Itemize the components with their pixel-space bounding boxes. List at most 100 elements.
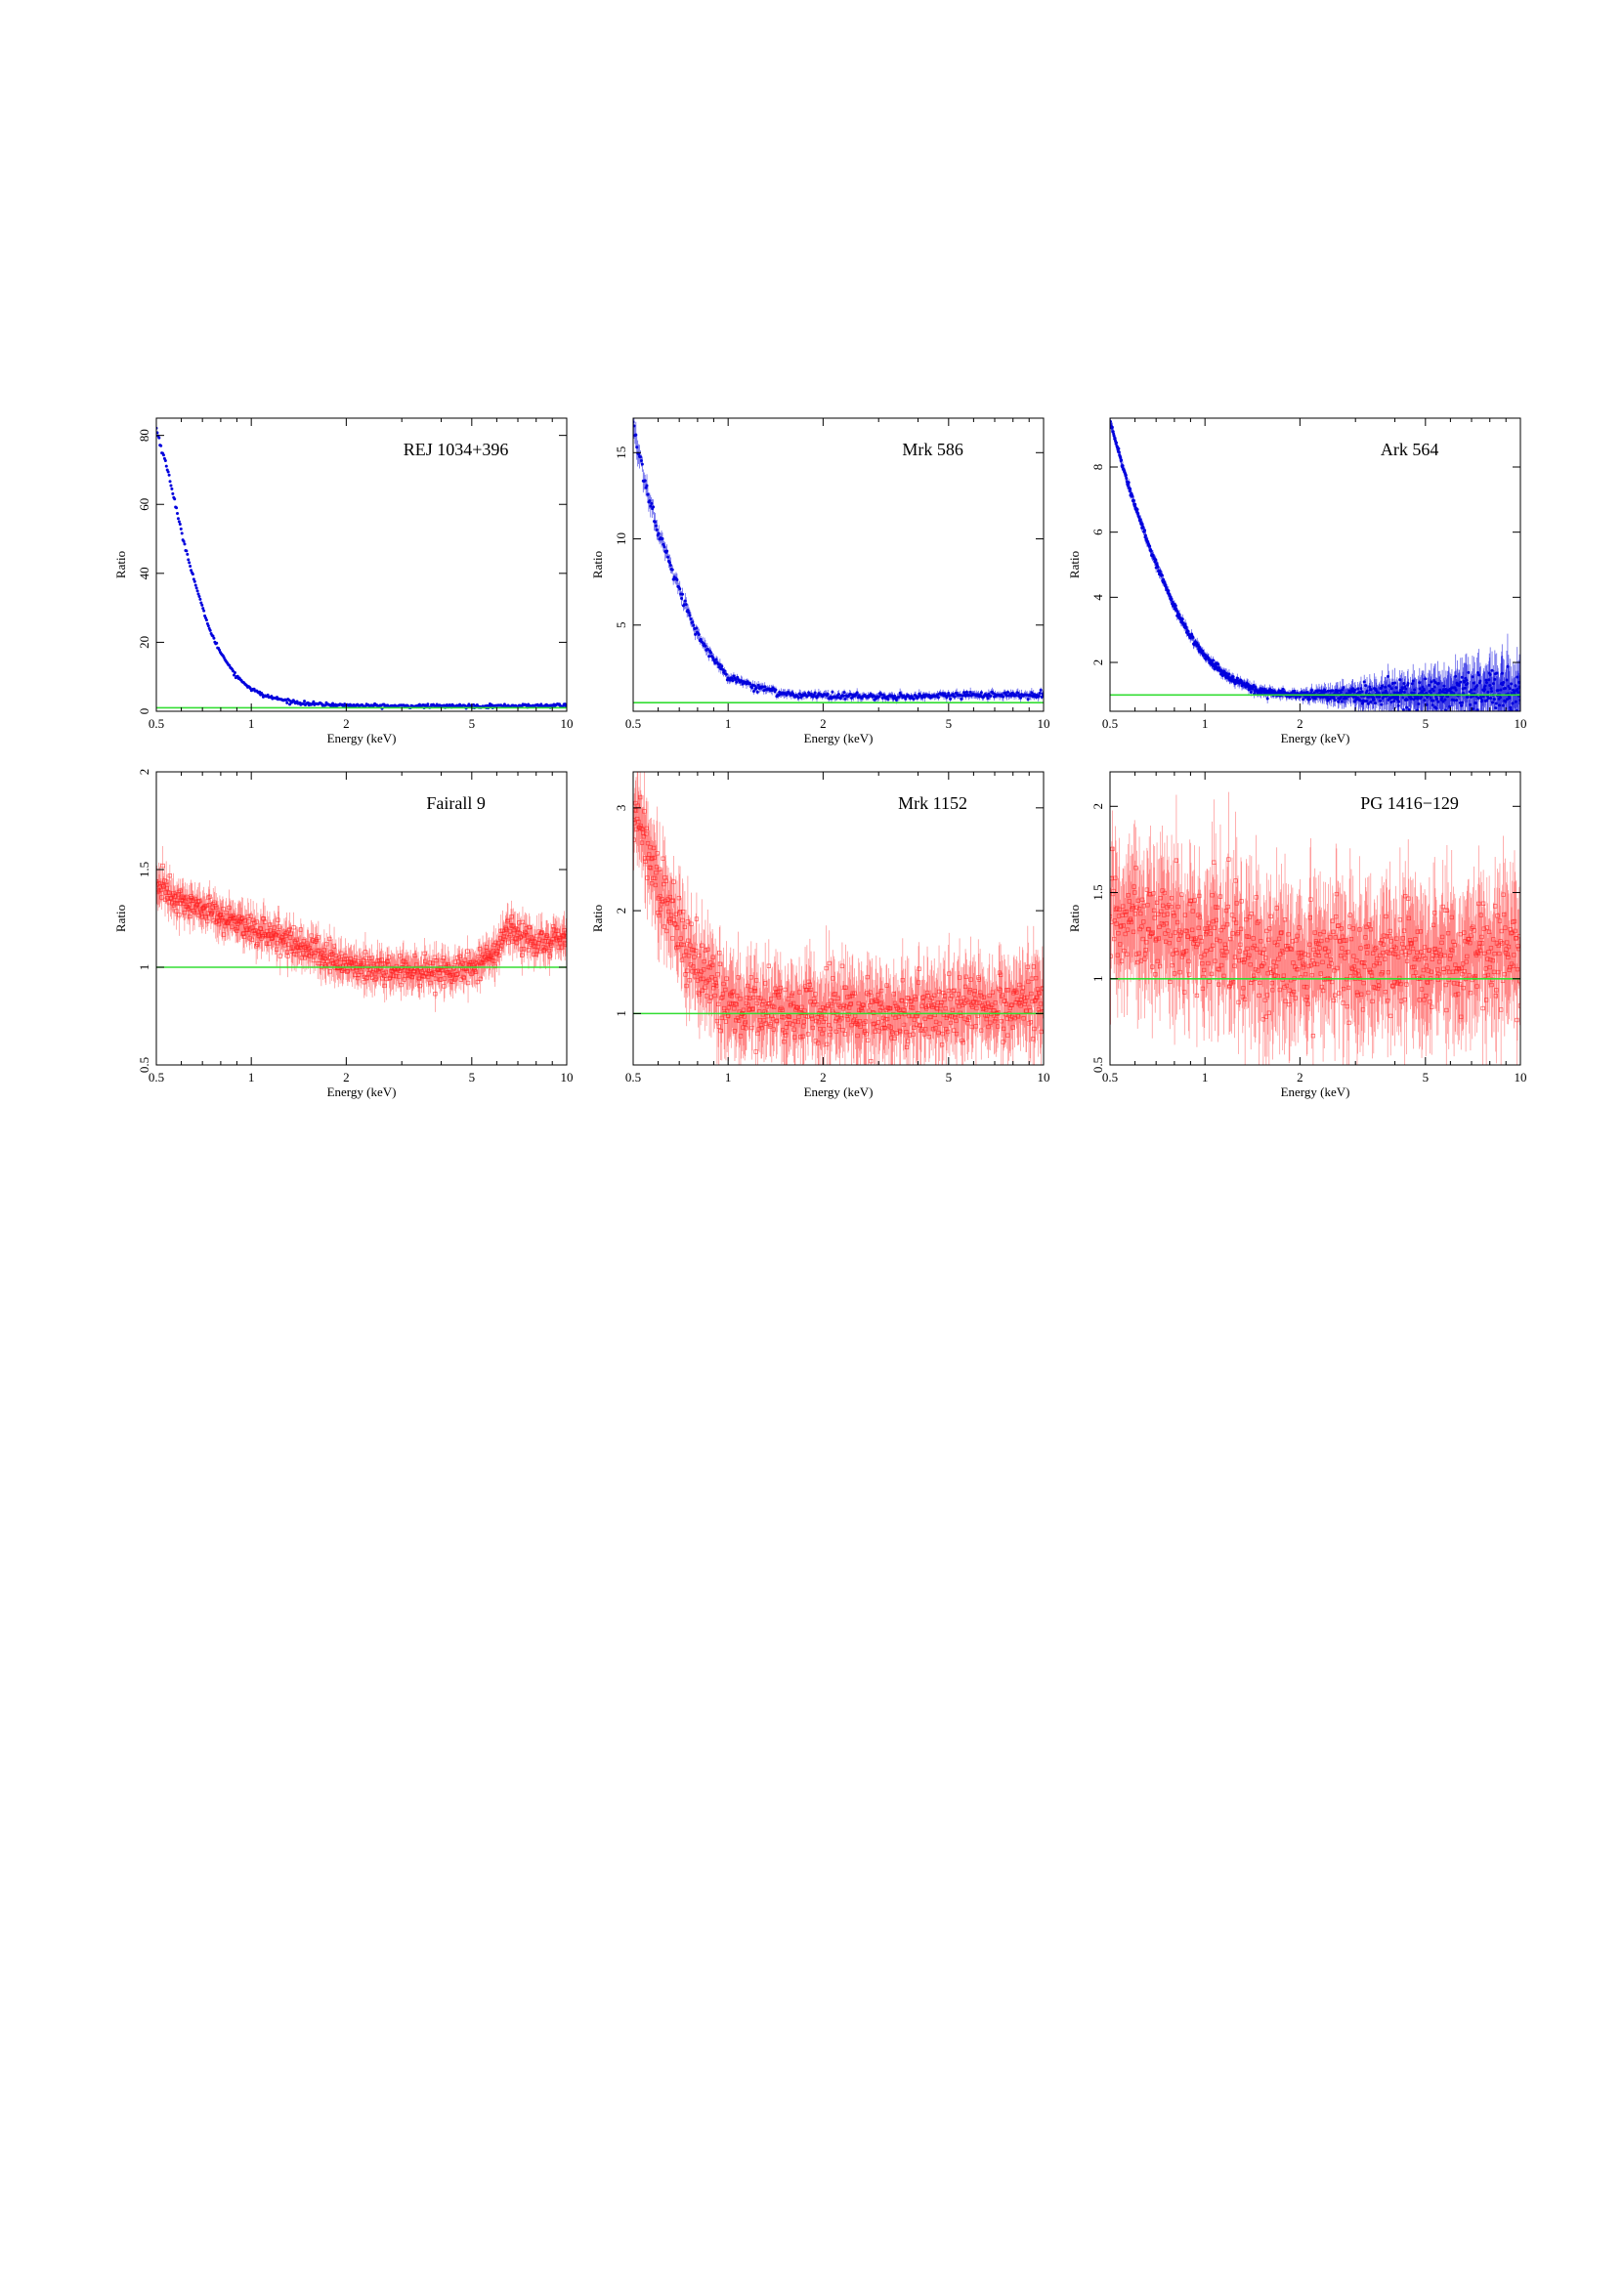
- data-point: [240, 931, 246, 937]
- chart-title: Fairall 9: [426, 793, 486, 813]
- data-point: [1401, 707, 1405, 711]
- data-point: [1364, 684, 1368, 688]
- data-point: [521, 947, 527, 952]
- data-point: [667, 894, 673, 900]
- data-point: [182, 539, 186, 543]
- data-point: [227, 905, 232, 911]
- data-point: [198, 597, 202, 601]
- data-point: [1265, 697, 1269, 701]
- data-point: [677, 909, 683, 914]
- data-point: [1373, 702, 1377, 705]
- data-layer: [1110, 418, 1520, 711]
- data-point: [185, 894, 190, 900]
- data-point: [337, 963, 343, 969]
- data-point: [193, 903, 199, 909]
- data-point: [505, 917, 511, 923]
- x-tick-label: 2: [343, 716, 350, 731]
- data-point: [455, 971, 460, 976]
- chart-panel: 0.5 1 2 5 10 0 20 40 60 80 Energy (keV) Ratio REJ 10…: [113, 417, 574, 745]
- data-point: [192, 910, 197, 915]
- data-point: [426, 974, 431, 979]
- data-point: [326, 955, 331, 960]
- data-point: [175, 901, 180, 906]
- data-point: [491, 958, 497, 963]
- data-point: [287, 926, 292, 932]
- data-point: [377, 957, 382, 963]
- data-point: [554, 935, 559, 940]
- data-point: [661, 856, 665, 861]
- x-axis-label: Energy (keV): [327, 1084, 397, 1099]
- data-point: [307, 946, 312, 951]
- data-point: [526, 938, 531, 943]
- data-point: [188, 561, 192, 565]
- data-point: [491, 948, 496, 954]
- data-point: [321, 948, 326, 953]
- data-point: [534, 952, 538, 957]
- data-layer: [633, 772, 1044, 1065]
- data-point: [159, 895, 164, 900]
- data-point: [220, 914, 226, 920]
- data-point: [515, 927, 520, 932]
- x-tick-label: 0.5: [1102, 716, 1118, 731]
- data-point: [284, 930, 289, 935]
- data-point: [277, 924, 281, 929]
- data-point: [189, 564, 192, 568]
- data-point: [240, 915, 245, 920]
- data-point: [173, 497, 177, 501]
- y-tick-label: 20: [137, 636, 151, 649]
- x-tick-label: 1: [1202, 716, 1209, 731]
- data-point: [664, 928, 669, 934]
- data-point: [842, 691, 846, 695]
- x-tick-label: 2: [343, 1070, 350, 1084]
- data-point: [245, 914, 250, 919]
- data-point: [275, 947, 279, 952]
- data-point: [255, 942, 260, 947]
- data-point: [457, 954, 462, 958]
- data-point: [380, 961, 386, 966]
- data-point: [1406, 681, 1410, 685]
- data-point: [301, 939, 306, 944]
- data-point: [232, 916, 236, 921]
- data-point: [1191, 636, 1195, 640]
- plot-frame: [155, 771, 568, 1066]
- data-point: [158, 887, 163, 892]
- data-point: [686, 954, 692, 958]
- data-point: [645, 484, 649, 488]
- data-point: [166, 470, 170, 474]
- data-point: [416, 975, 421, 981]
- data-point: [365, 961, 370, 966]
- data-point: [291, 925, 296, 930]
- data-point: [694, 632, 698, 636]
- x-axis-label: Energy (keV): [327, 731, 397, 745]
- data-point: [160, 863, 165, 869]
- data-point: [537, 937, 542, 942]
- y-tick-label: 1: [137, 964, 151, 971]
- data-point: [439, 967, 445, 972]
- data-point: [174, 909, 179, 914]
- data-point: [422, 951, 427, 957]
- data-point: [558, 940, 563, 946]
- data-point: [633, 837, 636, 842]
- data-point: [672, 921, 677, 926]
- data-point: [264, 941, 270, 946]
- data-point: [363, 950, 368, 955]
- data-point: [659, 907, 663, 912]
- data-point: [174, 898, 180, 903]
- data-point: [813, 691, 817, 695]
- data-point: [187, 558, 191, 562]
- data-point: [177, 520, 181, 524]
- data-point: [1405, 698, 1409, 702]
- data-point: [193, 583, 197, 587]
- data-point: [1120, 458, 1124, 462]
- data-point: [157, 436, 161, 440]
- data-point: [1362, 680, 1366, 684]
- data-point: [1227, 672, 1231, 676]
- data-point: [442, 976, 448, 981]
- data-point: [660, 899, 665, 904]
- data-point: [676, 895, 682, 901]
- data-point: [1124, 473, 1128, 477]
- data-point: [349, 960, 354, 966]
- data-point: [1494, 706, 1498, 710]
- data-point: [388, 973, 393, 978]
